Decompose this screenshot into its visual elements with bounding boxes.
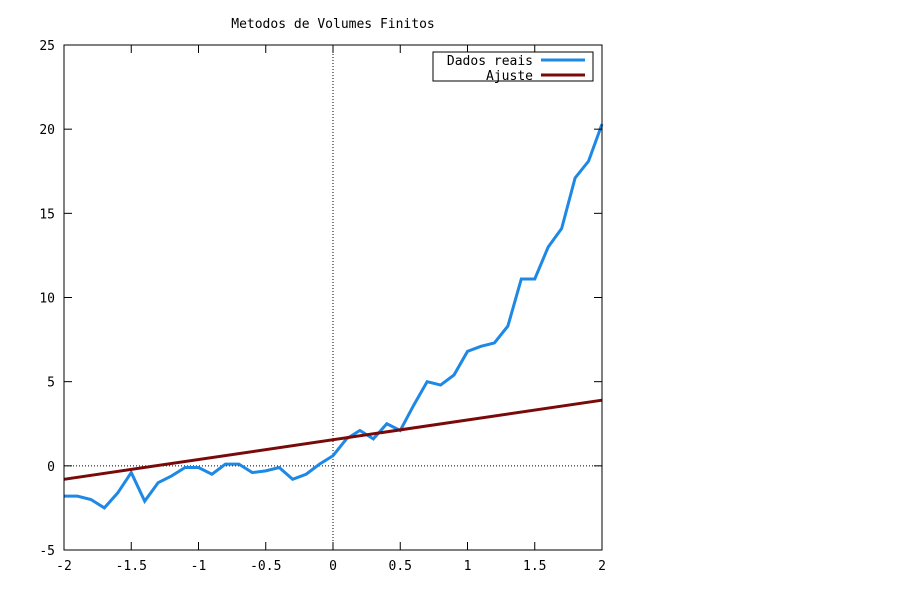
x-tick-label: -0.5 bbox=[250, 559, 281, 574]
chart-title: Metodos de Volumes Finitos bbox=[231, 17, 435, 32]
x-tick-label: -1.5 bbox=[116, 559, 147, 574]
y-tick-label: 10 bbox=[39, 292, 55, 307]
legend: Dados reais Ajuste bbox=[432, 51, 594, 84]
y-tick-labels: -5 0 5 10 15 20 25 bbox=[39, 39, 55, 559]
y-tick-label: 20 bbox=[39, 123, 55, 138]
x-tick-label: 1 bbox=[464, 559, 472, 574]
x-tick-label: -1 bbox=[191, 559, 207, 574]
legend-label-dados-reais: Dados reais bbox=[447, 54, 533, 69]
x-tick-label: 1.5 bbox=[523, 559, 546, 574]
x-tick-label: 0 bbox=[329, 559, 337, 574]
series-line-ajuste bbox=[63, 398, 603, 481]
zero-axes bbox=[64, 45, 602, 550]
x-tick-label: -2 bbox=[56, 559, 72, 574]
legend-label-ajuste: Ajuste bbox=[486, 69, 533, 84]
y-tick-label: 15 bbox=[39, 207, 55, 222]
series-layer bbox=[63, 123, 604, 510]
series-line-dados-reais bbox=[64, 123, 604, 510]
y-tick-label: 25 bbox=[39, 39, 55, 54]
y-tick-label: 5 bbox=[47, 376, 55, 391]
plot-frame bbox=[63, 44, 603, 551]
y-tick-label: 0 bbox=[47, 460, 55, 475]
x-tick-label: 2 bbox=[598, 559, 606, 574]
x-tick-label: 0.5 bbox=[389, 559, 412, 574]
x-tick-labels: -2 -1.5 -1 -0.5 0 0.5 1 1.5 2 bbox=[56, 559, 606, 574]
y-tick-label: -5 bbox=[39, 544, 55, 559]
